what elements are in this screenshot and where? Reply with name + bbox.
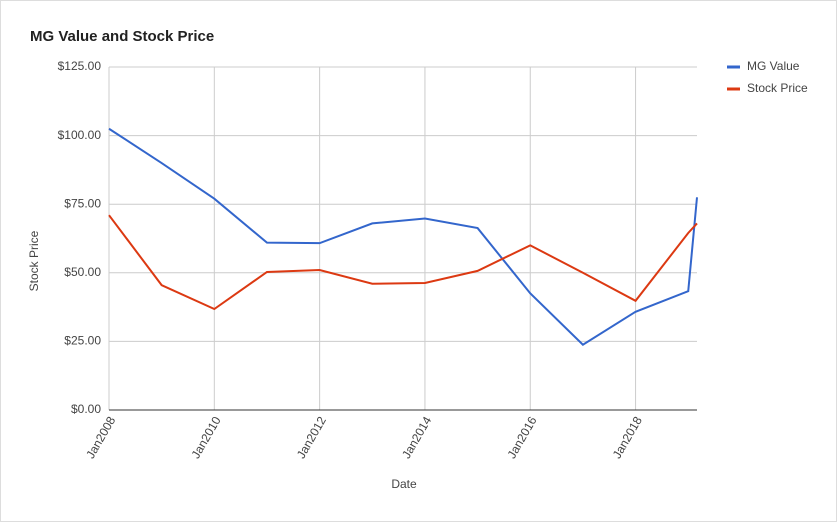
chart-title: MG Value and Stock Price [30, 28, 214, 45]
y-tick-label: $125.00 [58, 59, 102, 73]
y-axis-label: Stock Price [27, 230, 41, 291]
y-tick-label: $50.00 [64, 265, 101, 279]
y-tick-label: $75.00 [64, 196, 101, 210]
legend-label: MG Value [747, 59, 800, 73]
y-tick-label: $0.00 [71, 402, 101, 416]
y-tick-label: $100.00 [58, 128, 102, 142]
data-line [108, 127, 698, 346]
data-line [108, 214, 698, 311]
legend-label: Stock Price [747, 81, 808, 95]
y-tick-label: $25.00 [64, 334, 101, 348]
x-axis-label: Date [391, 477, 417, 491]
